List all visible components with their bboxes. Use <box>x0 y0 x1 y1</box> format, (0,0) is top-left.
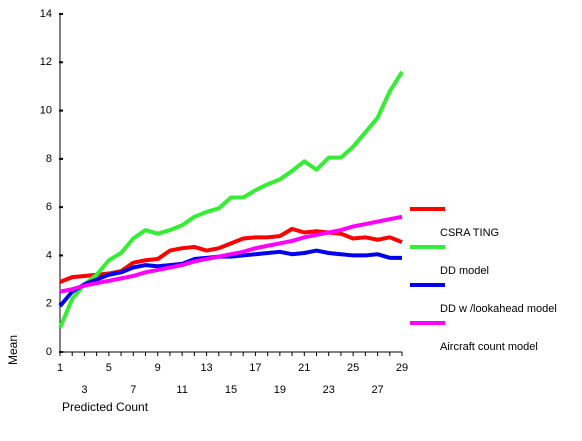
y-tick-label: 6 <box>46 201 52 213</box>
y-axis-label: Mean <box>6 335 20 365</box>
y-tick-label: 12 <box>40 56 52 68</box>
x-tick-label: 15 <box>225 384 237 396</box>
legend-label: DD model <box>440 265 489 277</box>
y-tick-label: 10 <box>40 104 52 116</box>
series-line <box>58 70 404 329</box>
series-line <box>58 248 402 308</box>
legend-label: CSRA TING <box>440 227 499 239</box>
x-tick-label: 27 <box>371 384 383 396</box>
x-tick-label: 19 <box>274 384 286 396</box>
x-tick-label: 17 <box>249 362 261 374</box>
legend-label: DD w /lookahead model <box>440 303 557 315</box>
x-tick-label: 21 <box>298 362 310 374</box>
y-tick-label: 0 <box>46 346 52 358</box>
series-line <box>59 214 403 294</box>
x-tick-label: 11 <box>176 384 187 396</box>
x-tick-label: 25 <box>347 362 359 374</box>
y-tick-label: 4 <box>46 249 52 261</box>
x-tick-label: 29 <box>396 362 408 374</box>
x-tick-label: 3 <box>81 384 87 396</box>
x-tick-label: 13 <box>200 362 212 374</box>
x-tick-label: 23 <box>323 384 335 396</box>
x-tick-label: 7 <box>130 384 136 396</box>
y-tick-label: 8 <box>46 153 52 165</box>
x-axis-label: Predicted Count <box>62 400 149 414</box>
y-tick-label: 14 <box>40 8 52 20</box>
x-tick-label: 5 <box>106 362 112 374</box>
legend-label: Aircraft count model <box>440 341 538 353</box>
y-tick-label: 2 <box>46 298 52 310</box>
x-tick-label: 1 <box>57 362 63 374</box>
x-tick-label: 9 <box>155 362 161 374</box>
